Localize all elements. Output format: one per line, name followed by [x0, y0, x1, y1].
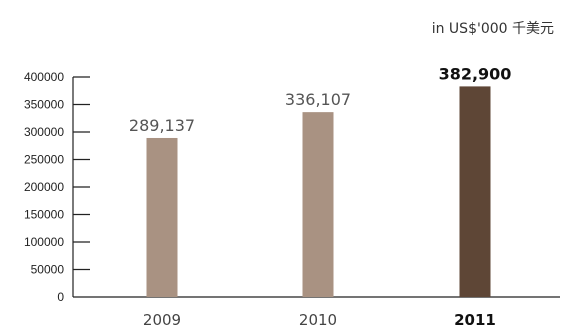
data-label-2011: 382,900	[439, 64, 512, 83]
data-label-2010: 336,107	[285, 90, 351, 109]
y-axis: 0 50000 100000 150000 200000 250000 300000 3500…	[24, 70, 90, 304]
bar-2009	[146, 137, 178, 297]
y-tick-label: 100000	[24, 235, 64, 249]
x-tick-label-2011: 2011	[454, 311, 496, 327]
data-label-2009: 289,137	[129, 116, 195, 135]
y-tick-label: 150000	[24, 208, 64, 222]
x-tick-label-2009: 2009	[143, 311, 181, 327]
x-tick-label-2010: 2010	[299, 311, 337, 327]
x-axis: 2009 2010 2011	[73, 296, 560, 327]
bar-2010	[302, 112, 334, 298]
y-tick-label: 400000	[24, 70, 64, 84]
y-tick-label: 300000	[24, 125, 64, 139]
y-tick-label: 350000	[24, 98, 64, 112]
y-tick-label: 0	[57, 290, 64, 304]
y-tick-label: 50000	[31, 263, 65, 277]
y-tick-label: 200000	[24, 180, 64, 194]
bars: 289,137 336,107 382,900	[129, 64, 512, 298]
bar-2011	[459, 86, 491, 297]
unit-label: in US$'000 千美元	[432, 21, 554, 37]
y-tick-label: 250000	[24, 153, 64, 167]
